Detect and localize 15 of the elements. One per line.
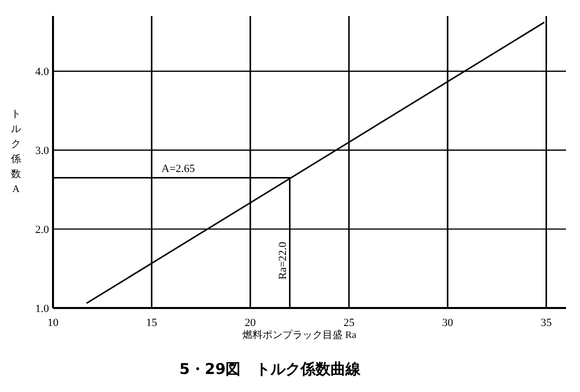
y-tick-label: 1.0	[35, 303, 50, 315]
x-tick-label: 20	[244, 317, 256, 329]
annotation: Ra=22.0	[276, 241, 289, 280]
x-tick-label: 30	[442, 317, 454, 329]
x-tick-label: 15	[146, 317, 158, 329]
x-tick-label: 25	[343, 317, 355, 329]
annotation: A=2.65	[162, 162, 196, 175]
y-tick-label: 3.0	[35, 145, 50, 158]
x-tick-label: 10	[48, 317, 59, 329]
text: 5・29図 トルク係数曲線	[179, 360, 362, 378]
x-tick-label: 35	[540, 317, 552, 329]
y-tick-label: 4.0	[35, 66, 50, 78]
x-axis-title: 燃料ポンプラック目盛 Ra	[242, 329, 357, 341]
y-axis-title: トルク係数A	[11, 109, 21, 195]
y-tick-label: 2.0	[35, 224, 50, 236]
